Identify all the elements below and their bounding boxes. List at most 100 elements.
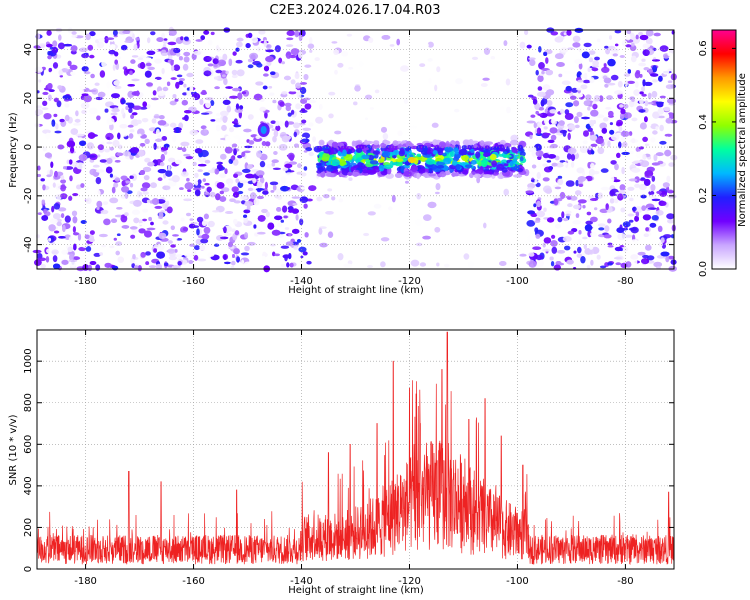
spectrogram-point: [454, 153, 461, 159]
spectrogram-point: [549, 127, 558, 134]
spectrogram-point: [444, 146, 454, 152]
spectrogram-point: [435, 191, 440, 195]
spectrogram-point: [416, 242, 423, 247]
spectrogram-point: [178, 122, 184, 129]
snr-line: [36, 331, 675, 566]
spectrogram-point: [253, 224, 257, 229]
spectrogram-point: [659, 124, 664, 132]
spectrogram-point: [380, 142, 387, 149]
spectrogram-point: [619, 184, 626, 191]
spectrogram-point: [158, 232, 167, 239]
spectrogram-point: [207, 63, 214, 67]
spectrogram-x-tick-label: -100: [506, 276, 529, 287]
spectrogram-point: [164, 150, 168, 155]
spectrogram-point: [428, 173, 437, 177]
spectrogram-point: [72, 193, 79, 197]
spectrogram-point: [438, 141, 446, 149]
spectrogram-point: [287, 112, 292, 117]
spectrogram-point: [203, 226, 211, 234]
spectrogram-point: [194, 189, 201, 197]
spectrogram-point: [151, 48, 159, 52]
spectrogram-point: [432, 139, 438, 146]
spectrogram-point: [582, 140, 588, 145]
spectrogram-point: [114, 177, 120, 182]
spectrogram-point: [130, 59, 136, 64]
spectrogram-point: [233, 200, 241, 204]
spectrogram-point: [551, 246, 558, 254]
spectrogram-point: [396, 38, 401, 46]
spectrogram-point: [637, 251, 646, 256]
spectrogram-point: [185, 212, 192, 217]
spectrogram-point: [639, 34, 649, 41]
spectrogram-point: [189, 243, 196, 247]
snr-y-tick-label: 400: [23, 476, 34, 495]
spectrogram-point: [199, 244, 209, 251]
spectrogram-point: [40, 178, 45, 182]
spectrogram-point: [407, 156, 416, 163]
spectrogram-point: [286, 30, 295, 36]
spectrogram-point: [512, 158, 518, 163]
spectrogram-point: [503, 154, 512, 158]
spectrogram-point: [635, 151, 644, 159]
spectrogram-point: [537, 113, 543, 116]
spectrogram-point: [124, 40, 131, 43]
spectrogram-point: [443, 157, 452, 165]
spectrogram-point: [284, 120, 289, 128]
spectrogram-point: [158, 115, 165, 120]
spectrogram-point: [629, 100, 635, 108]
spectrogram-point: [612, 53, 618, 57]
spectrogram-point: [586, 203, 590, 209]
spectrogram-point: [161, 136, 168, 141]
spectrogram-point: [578, 230, 582, 235]
spectrogram-point: [230, 265, 235, 269]
spectrogram-point: [651, 198, 661, 202]
spectrogram-point: [117, 132, 121, 140]
spectrogram-point: [133, 265, 139, 270]
spectrogram-point: [528, 252, 535, 257]
spectrogram-point: [331, 141, 338, 148]
spectrogram-point: [109, 245, 115, 249]
spectrogram-point: [652, 79, 658, 83]
spectrogram-point: [261, 141, 267, 146]
spectrogram-point: [644, 143, 650, 147]
spectrogram-point: [524, 29, 529, 36]
spectrogram-point: [382, 151, 391, 158]
spectrogram-point: [290, 48, 300, 56]
spectrogram-point: [182, 92, 188, 96]
spectrogram-point: [93, 252, 101, 257]
spectrogram-point: [347, 260, 353, 265]
spectrogram-y-tick-label: -20: [23, 188, 34, 204]
spectrogram-point: [542, 132, 551, 136]
spectrogram-point: [57, 207, 67, 212]
spectrogram-point: [531, 164, 537, 169]
spectrogram-point: [102, 201, 109, 206]
spectrogram-point: [655, 152, 664, 157]
spectrogram-point: [454, 147, 459, 155]
spectrogram-point: [594, 207, 598, 211]
spectrogram-point: [214, 168, 220, 175]
spectrogram-point: [327, 231, 334, 238]
spectrogram-x-tick-label: -80: [617, 276, 633, 287]
spectrogram-point: [184, 36, 189, 41]
spectrogram-point: [37, 212, 42, 216]
spectrogram-point: [290, 109, 295, 115]
spectrogram-point: [271, 159, 279, 164]
spectrogram-point: [366, 141, 375, 144]
spectrogram-point: [87, 132, 96, 139]
spectrogram-point: [204, 192, 210, 195]
spectrogram-point: [594, 95, 601, 102]
spectrogram-point: [262, 190, 269, 195]
spectrogram-point: [214, 118, 222, 123]
spectrogram-point: [171, 65, 175, 72]
spectrogram-point: [219, 236, 229, 240]
spectrogram-point: [555, 224, 561, 229]
spectrogram-point: [181, 99, 188, 106]
spectrogram-point: [135, 37, 140, 41]
spectrogram-point: [561, 80, 571, 85]
spectrogram-point: [583, 72, 588, 80]
spectrogram-point: [422, 235, 431, 240]
spectrogram-point: [579, 145, 588, 153]
spectrogram-point: [170, 77, 177, 80]
spectrogram-point: [584, 224, 593, 232]
spectrogram-point: [131, 78, 140, 82]
